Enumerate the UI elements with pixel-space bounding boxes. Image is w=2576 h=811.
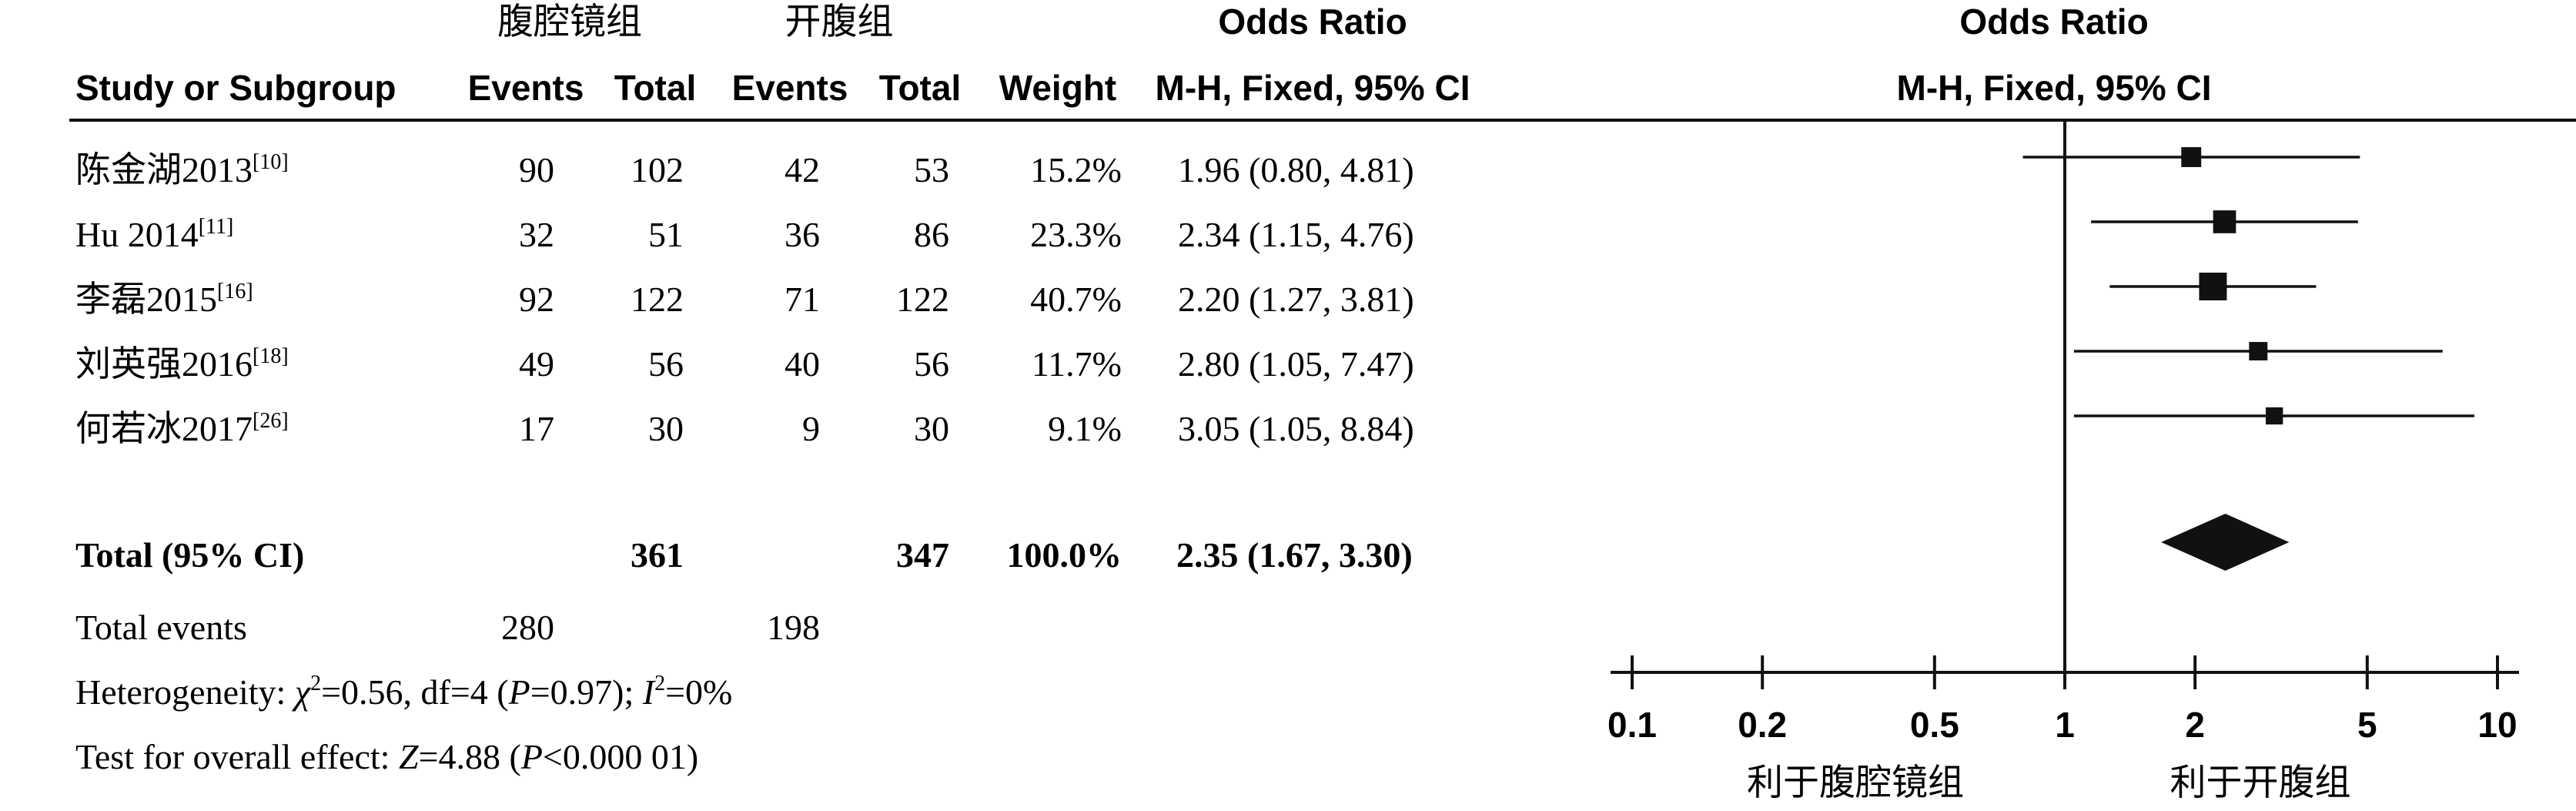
study-row: 刘英强2016[18] 49 56 40 56 11.7% 2.80 (1.05, 7.47… [75, 344, 1414, 384]
study-name: 李磊2015[16] [75, 280, 253, 319]
study-name: 何若冰2017[26] [75, 409, 289, 448]
x-tick-label: 0.2 [1738, 705, 1787, 745]
study-point-estimate [2249, 342, 2268, 360]
study-point-estimate [2266, 407, 2283, 425]
events-experimental: 90 [519, 150, 554, 189]
total-control: 122 [896, 280, 949, 319]
events-control: 42 [785, 150, 820, 189]
header-group-control: 开腹组 [785, 1, 894, 43]
events-experimental: 49 [519, 344, 554, 384]
study-or-text: 1.96 (0.80, 4.81) [1178, 150, 1414, 189]
study-weight: 11.7% [1032, 344, 1122, 384]
forest-plot: 0.1 0.2 0.5 1 2 5 10 [1607, 120, 2519, 745]
total-experimental: 122 [631, 280, 684, 319]
total-experimental: 51 [648, 215, 684, 254]
total-events-row: Total events 280 198 [75, 608, 820, 647]
total-events-label: Total events [75, 608, 247, 647]
header-or-title: Odds Ratio [1218, 2, 1407, 42]
study-row: 何若冰2017[26] 17 30 9 30 9.1% 3.05 (1.05, 8.84) [75, 409, 1414, 448]
total-n-experimental: 361 [631, 535, 684, 575]
pooled-estimate-diamond [2161, 514, 2290, 571]
study-row: 李磊2015[16] 92 122 71 122 40.7% 2.20 (1.27, 3.8… [75, 280, 1414, 319]
heterogeneity-text: Heterogeneity: χ2=0.56, df=4 (P=0.97); I… [75, 672, 732, 712]
study-point-estimate [2199, 273, 2227, 300]
study-or-text: 2.34 (1.15, 4.76) [1178, 215, 1414, 254]
total-events-control: 198 [767, 608, 820, 647]
study-or-text: 3.05 (1.05, 8.84) [1178, 409, 1414, 448]
events-control: 9 [802, 409, 820, 448]
header-total-control: Total [879, 68, 961, 108]
header-group-experimental: 腹腔镜组 [497, 1, 642, 43]
total-weight: 100.0% [1007, 535, 1122, 575]
total-events-experimental: 280 [501, 608, 554, 647]
study-weight: 23.3% [1030, 215, 1122, 254]
study-name: 刘英强2016[18] [75, 344, 289, 384]
study-or-text: 2.80 (1.05, 7.47) [1178, 344, 1414, 384]
total-or-text: 2.35 (1.67, 3.30) [1176, 535, 1413, 575]
x-tick-label: 10 [2477, 705, 2517, 745]
study-weight: 15.2% [1030, 150, 1122, 189]
header-or-method: M-H, Fixed, 95% CI [1156, 68, 1470, 108]
favours-right-label: 利于开腹组 [2170, 762, 2351, 804]
favours-left-label: 利于腹腔镜组 [1747, 762, 1964, 804]
events-experimental: 17 [519, 409, 554, 448]
overall-effect-text: Test for overall effect: Z=4.88 (P<0.000… [75, 737, 698, 776]
total-control: 56 [914, 344, 949, 384]
header-plot-title: Odds Ratio [1959, 2, 2148, 42]
total-n-control: 347 [896, 535, 949, 575]
total-label: Total (95% CI) [75, 535, 304, 575]
total-control: 53 [914, 150, 949, 189]
study-weight: 40.7% [1030, 280, 1122, 319]
header-plot-method: M-H, Fixed, 95% CI [1897, 68, 2212, 108]
x-tick-label: 5 [2357, 705, 2377, 745]
study-weight: 9.1% [1048, 409, 1122, 448]
events-experimental: 32 [519, 215, 554, 254]
study-name: 陈金湖2013[10] [75, 150, 289, 189]
header-total-experimental: Total [614, 68, 696, 108]
total-experimental: 30 [648, 409, 684, 448]
study-rows: 陈金湖2013[10] 90 102 42 53 15.2% 1.96 (0.80, 4.8… [75, 150, 1414, 448]
total-experimental: 102 [631, 150, 684, 189]
events-control: 71 [785, 280, 820, 319]
header-events-experimental: Events [468, 68, 584, 108]
x-tick-label: 1 [2055, 705, 2075, 745]
header-weight: Weight [999, 68, 1116, 108]
header-study-column: Study or Subgroup [75, 68, 396, 108]
x-tick-label: 2 [2185, 705, 2205, 745]
study-row: 陈金湖2013[10] 90 102 42 53 15.2% 1.96 (0.80, 4.8… [75, 150, 1414, 189]
events-control: 36 [785, 215, 820, 254]
total-control: 30 [914, 409, 949, 448]
study-or-text: 2.20 (1.27, 3.81) [1178, 280, 1414, 319]
events-experimental: 92 [519, 280, 554, 319]
x-tick-label: 0.5 [1910, 705, 1959, 745]
study-point-estimate [2213, 210, 2236, 233]
study-point-estimate [2181, 147, 2202, 167]
study-name: Hu 2014[11] [75, 215, 233, 254]
total-control: 86 [914, 215, 949, 254]
total-experimental: 56 [648, 344, 684, 384]
header-events-control: Events [732, 68, 848, 108]
total-row: Total (95% CI) 361 347 100.0% 2.35 (1.67… [75, 535, 1413, 575]
events-control: 40 [785, 344, 820, 384]
study-row: Hu 2014[11] 32 51 36 86 23.3% 2.34 (1.15, 4.76… [75, 215, 1414, 254]
x-tick-label: 0.1 [1607, 705, 1657, 745]
